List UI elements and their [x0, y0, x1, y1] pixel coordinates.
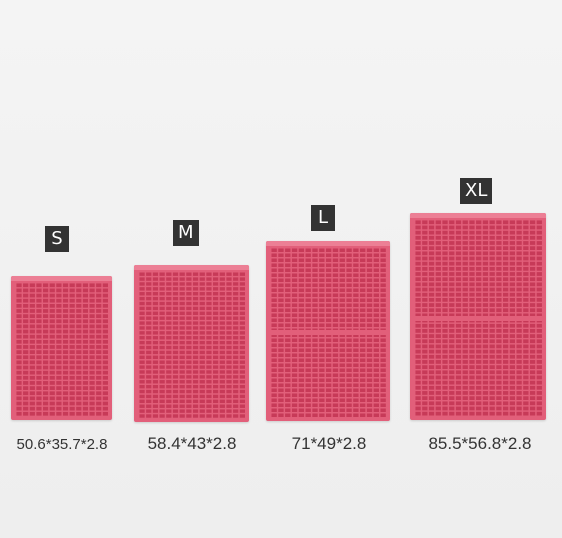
mat-rim — [134, 265, 249, 270]
size-badge-s: S — [45, 226, 69, 252]
mat-divider — [270, 330, 386, 335]
mat-divider — [414, 315, 542, 321]
mat-rim — [266, 241, 390, 246]
mat-xl — [410, 213, 546, 420]
mat-grid — [138, 271, 245, 418]
size-label-l: 71*49*2.8 — [291, 434, 367, 453]
mat-m — [134, 265, 249, 422]
size-badge-m: M — [173, 220, 199, 246]
size-label-s: 50.6*35.7*2.8 — [16, 436, 108, 453]
mat-s — [11, 276, 112, 420]
size-badge-l: L — [311, 205, 335, 231]
mat-l — [266, 241, 390, 421]
size-label-xl: 85.5*56.8*2.8 — [428, 434, 532, 453]
size-badge-xl: XL — [460, 178, 493, 204]
mat-rim — [11, 276, 112, 281]
mat-grid — [15, 282, 108, 416]
mat-rim — [410, 213, 546, 218]
size-label-m: 58.4*43*2.8 — [147, 434, 237, 453]
